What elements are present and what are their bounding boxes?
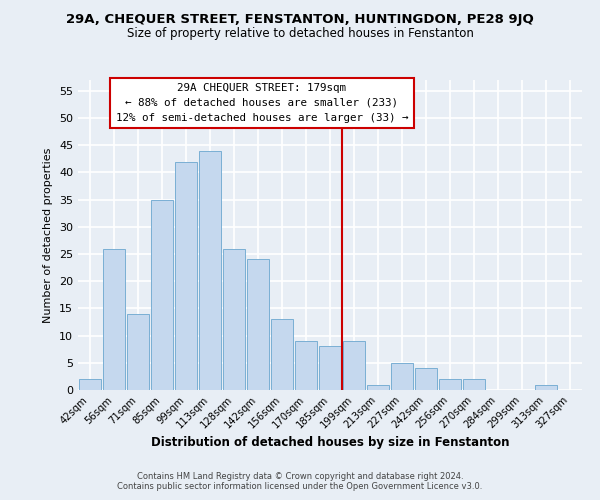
Bar — [415, 368, 437, 390]
Bar — [343, 341, 365, 390]
Text: 29A CHEQUER STREET: 179sqm
← 88% of detached houses are smaller (233)
12% of sem: 29A CHEQUER STREET: 179sqm ← 88% of deta… — [116, 83, 408, 122]
Bar — [295, 341, 317, 390]
Bar — [367, 384, 389, 390]
Bar — [535, 384, 557, 390]
Bar — [463, 379, 485, 390]
Y-axis label: Number of detached properties: Number of detached properties — [43, 148, 53, 322]
Bar — [439, 379, 461, 390]
Bar — [319, 346, 341, 390]
Text: Contains HM Land Registry data © Crown copyright and database right 2024.: Contains HM Land Registry data © Crown c… — [137, 472, 463, 481]
Bar — [391, 363, 413, 390]
X-axis label: Distribution of detached houses by size in Fenstanton: Distribution of detached houses by size … — [151, 436, 509, 449]
Bar — [127, 314, 149, 390]
Bar — [103, 248, 125, 390]
Bar — [151, 200, 173, 390]
Bar — [79, 379, 101, 390]
Text: Size of property relative to detached houses in Fenstanton: Size of property relative to detached ho… — [127, 28, 473, 40]
Bar — [247, 260, 269, 390]
Text: Contains public sector information licensed under the Open Government Licence v3: Contains public sector information licen… — [118, 482, 482, 491]
Bar — [223, 248, 245, 390]
Bar — [271, 320, 293, 390]
Bar — [199, 150, 221, 390]
Text: 29A, CHEQUER STREET, FENSTANTON, HUNTINGDON, PE28 9JQ: 29A, CHEQUER STREET, FENSTANTON, HUNTING… — [66, 12, 534, 26]
Bar — [175, 162, 197, 390]
